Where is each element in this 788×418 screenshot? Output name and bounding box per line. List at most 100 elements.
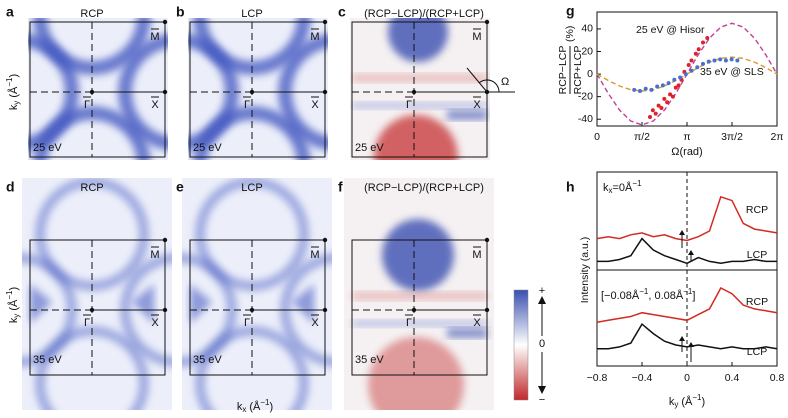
k-point-label: X — [311, 99, 319, 111]
data-point — [689, 58, 694, 63]
data-point — [670, 94, 675, 99]
k-point-label: M — [310, 31, 319, 43]
data-point — [696, 47, 701, 52]
panel-letter: g — [566, 3, 575, 19]
text-part: ) — [270, 401, 274, 413]
panel-title: RCP — [80, 8, 103, 20]
x-tick-label: π/2 — [634, 131, 650, 143]
text-part: k — [603, 182, 609, 194]
band-pocket — [292, 284, 314, 324]
energy-label: 25 eV — [355, 142, 384, 154]
dichroism-blob — [368, 337, 464, 410]
data-point — [700, 40, 705, 45]
text-part: ) — [8, 287, 20, 291]
x-tick-label: 0.8 — [770, 372, 785, 384]
panel-title: RCP — [80, 182, 103, 194]
angle-line — [466, 67, 488, 93]
spectrum — [597, 237, 777, 265]
data-point — [668, 92, 673, 97]
band-arc — [28, 33, 79, 151]
y-tick-label: 20 — [581, 45, 593, 57]
data-point — [655, 84, 660, 89]
text-part: k — [669, 396, 675, 408]
data-point — [678, 75, 683, 80]
text-part: x — [242, 405, 246, 414]
dichroism-streak — [447, 110, 487, 120]
arrowhead — [538, 296, 546, 304]
k-point-label: M — [150, 249, 159, 261]
y-axis-label: ky (Å−1) — [5, 74, 21, 110]
data-point — [735, 58, 740, 63]
data-point — [695, 65, 700, 70]
panel-letter: h — [566, 179, 575, 195]
k-point-label: X — [473, 317, 481, 329]
k-point — [162, 237, 168, 243]
x-axis-label: ky (Å−1) — [669, 393, 705, 409]
dichroism-streak — [352, 320, 487, 327]
series-label: RCP — [746, 296, 768, 308]
panel-title: LCP — [241, 182, 262, 194]
k-point-label: Γ — [244, 99, 250, 111]
x-axis-label: Ω(rad) — [671, 146, 702, 158]
text-part: ) — [8, 74, 20, 78]
dichroism-blob — [388, 18, 448, 62]
k-point-label: M — [472, 249, 481, 261]
x-tick-label: 0 — [594, 131, 600, 143]
data-point — [673, 85, 678, 90]
series-label: 25 eV @ Hisor — [636, 24, 705, 36]
text-part: −1 — [260, 398, 270, 407]
text-part: ] — [692, 290, 695, 302]
y-label-unit: (%) — [564, 26, 576, 42]
data-point — [676, 83, 681, 88]
data-point — [665, 100, 670, 105]
data-point — [653, 111, 658, 116]
data-point — [705, 35, 710, 40]
k-point — [411, 89, 417, 95]
band-pocket — [132, 284, 154, 324]
data-point — [659, 105, 664, 110]
y-tick-label: -20 — [578, 90, 593, 102]
text-part: (Å — [7, 86, 20, 101]
k-point — [249, 307, 255, 313]
x-tick-label: 0.4 — [725, 372, 740, 384]
k-point-label: Γ — [84, 99, 90, 111]
series-label: 35 eV @ SLS — [700, 66, 764, 78]
text-part: y — [12, 101, 21, 105]
y-axis-label: Intensity (a.u.) — [579, 237, 591, 304]
spectrum — [596, 286, 778, 323]
data-point — [700, 61, 705, 66]
data-point — [637, 89, 642, 94]
arrowhead — [538, 386, 546, 394]
k-point-label: X — [151, 99, 159, 111]
arpes-map — [350, 18, 490, 160]
energy-label: 35 eV — [355, 354, 384, 366]
y-tick-label: 0 — [587, 68, 593, 80]
k-point — [322, 237, 328, 243]
text-part: k — [237, 401, 243, 413]
band-arc — [188, 33, 239, 151]
data-point — [706, 59, 711, 64]
band-arc — [22, 253, 77, 367]
energy-label: 25 eV — [33, 142, 62, 154]
panel-title: (RCP−LCP)/(RCP+LCP) — [364, 182, 484, 194]
k-point — [484, 237, 490, 243]
k-point-label: Γ — [406, 99, 412, 111]
annotation: [−0.08Å−1, 0.08Å−1] — [601, 287, 695, 302]
x-tick-label: −0.4 — [632, 372, 653, 384]
data-point — [689, 68, 694, 73]
dichroism-blob — [382, 219, 454, 291]
k-point-label: X — [151, 317, 159, 329]
text-part: −1 — [5, 77, 14, 87]
data-point — [686, 63, 691, 68]
energy-label: 35 eV — [33, 354, 62, 366]
k-point-label: M — [150, 31, 159, 43]
text-part: ) — [702, 396, 706, 408]
k-point — [162, 19, 168, 25]
x-tick-label: −0.8 — [587, 372, 608, 384]
dichroism-blob — [374, 115, 458, 160]
panel-letter: d — [6, 179, 15, 195]
data-point — [666, 81, 671, 86]
k-point-label: X — [311, 317, 319, 329]
